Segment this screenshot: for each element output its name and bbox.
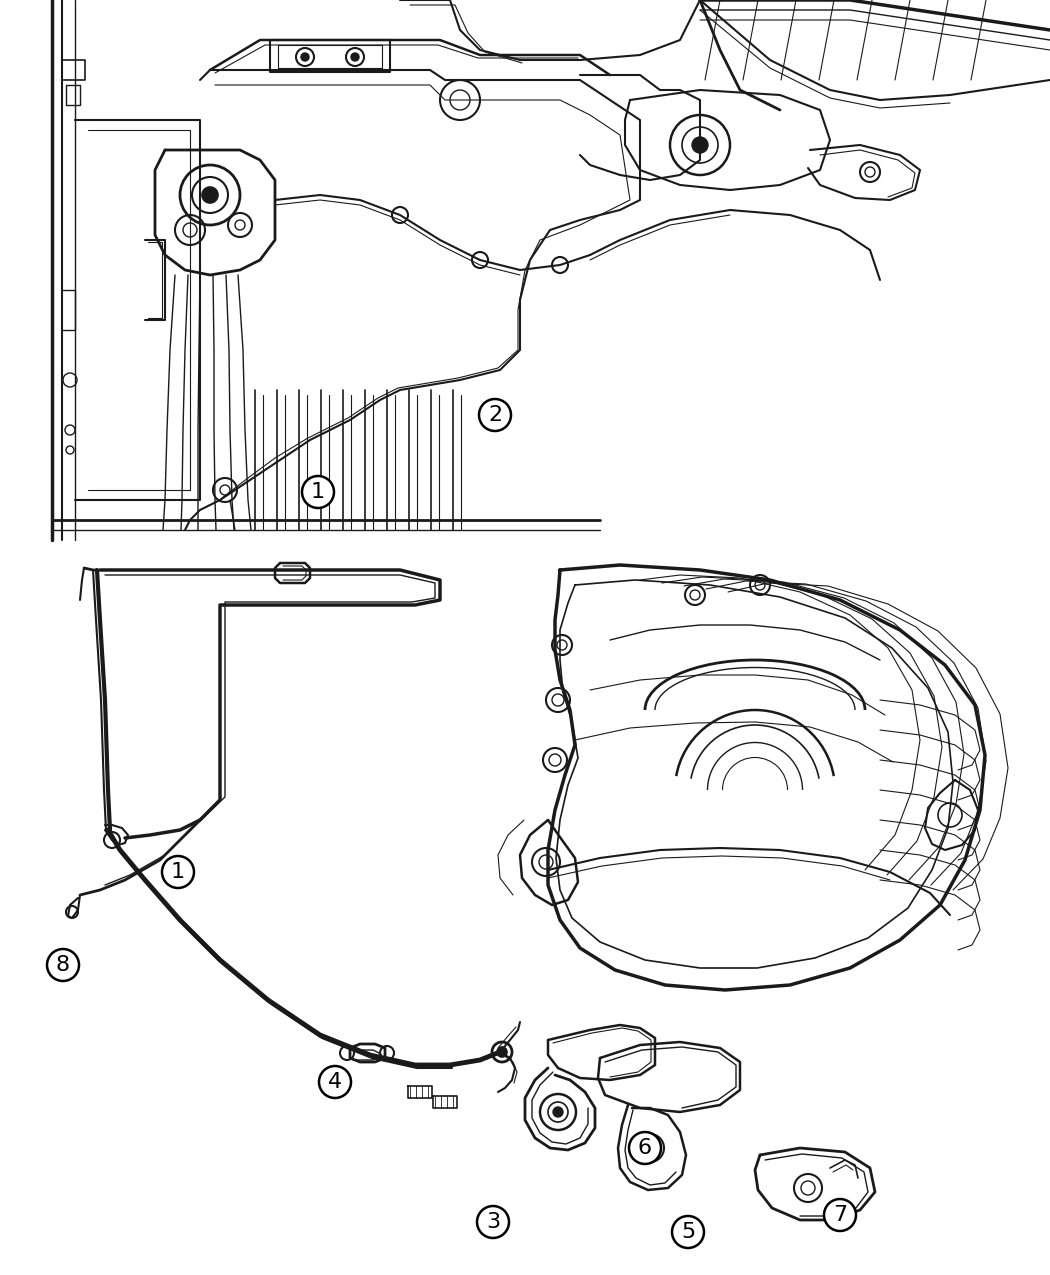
- Circle shape: [629, 1132, 662, 1164]
- Text: 6: 6: [638, 1139, 652, 1158]
- Text: 2: 2: [488, 405, 502, 425]
- Text: 1: 1: [171, 862, 185, 882]
- Text: 5: 5: [680, 1221, 695, 1242]
- Circle shape: [301, 54, 309, 61]
- Text: 1: 1: [311, 482, 326, 502]
- Circle shape: [672, 1216, 704, 1248]
- Text: 7: 7: [833, 1205, 847, 1225]
- Circle shape: [202, 187, 218, 203]
- Text: 4: 4: [328, 1072, 342, 1091]
- Circle shape: [319, 1066, 351, 1098]
- Circle shape: [479, 399, 511, 431]
- Circle shape: [162, 856, 194, 887]
- Circle shape: [477, 1206, 509, 1238]
- Circle shape: [302, 476, 334, 507]
- Circle shape: [824, 1198, 856, 1230]
- Circle shape: [351, 54, 359, 61]
- Circle shape: [692, 136, 708, 153]
- Circle shape: [47, 949, 79, 980]
- Text: 8: 8: [56, 955, 70, 975]
- Circle shape: [553, 1107, 563, 1117]
- Text: 3: 3: [486, 1213, 500, 1232]
- Circle shape: [497, 1047, 507, 1057]
